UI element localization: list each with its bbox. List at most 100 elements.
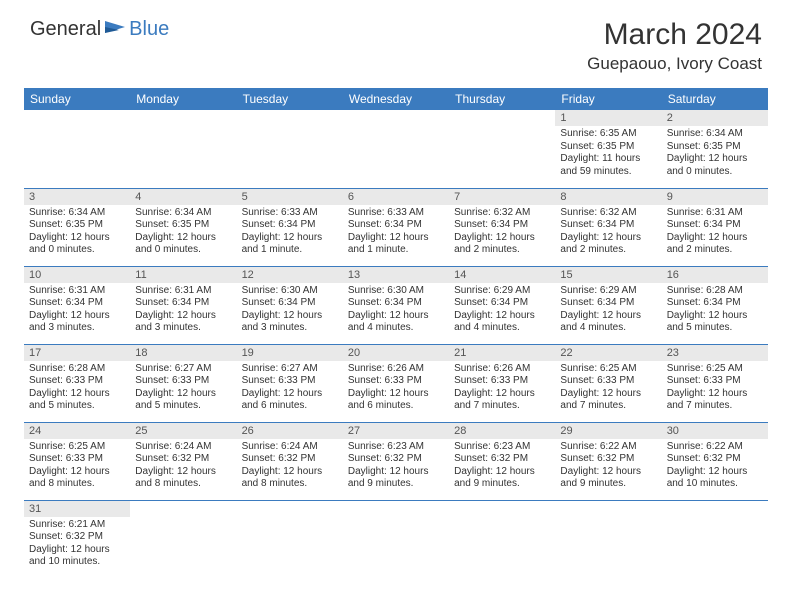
day-number: 28 bbox=[449, 423, 555, 439]
daylight-line-2: and 3 minutes. bbox=[135, 322, 231, 335]
day-number: 3 bbox=[24, 189, 130, 205]
daylight-line-1: Daylight: 12 hours bbox=[454, 232, 550, 245]
daylight-line-2: and 9 minutes. bbox=[560, 478, 656, 491]
sunset-line: Sunset: 6:33 PM bbox=[29, 453, 125, 466]
sunset-line: Sunset: 6:33 PM bbox=[560, 375, 656, 388]
daylight-line-1: Daylight: 12 hours bbox=[242, 232, 338, 245]
sunrise-line: Sunrise: 6:27 AM bbox=[135, 363, 231, 376]
day-details: Sunrise: 6:34 AMSunset: 6:35 PMDaylight:… bbox=[24, 205, 130, 261]
day-number: 11 bbox=[130, 267, 236, 283]
daylight-line-2: and 2 minutes. bbox=[667, 244, 763, 257]
daylight-line-2: and 7 minutes. bbox=[454, 400, 550, 413]
day-number: 27 bbox=[343, 423, 449, 439]
sunset-line: Sunset: 6:34 PM bbox=[242, 219, 338, 232]
calendar-body: 1Sunrise: 6:35 AMSunset: 6:35 PMDaylight… bbox=[24, 110, 768, 578]
daylight-line-1: Daylight: 12 hours bbox=[667, 466, 763, 479]
sunset-line: Sunset: 6:34 PM bbox=[667, 219, 763, 232]
daylight-line-1: Daylight: 12 hours bbox=[135, 310, 231, 323]
calendar-week-row: 1Sunrise: 6:35 AMSunset: 6:35 PMDaylight… bbox=[24, 110, 768, 188]
daylight-line-1: Daylight: 12 hours bbox=[454, 310, 550, 323]
sunrise-line: Sunrise: 6:25 AM bbox=[560, 363, 656, 376]
day-header: Thursday bbox=[449, 88, 555, 110]
daylight-line-1: Daylight: 12 hours bbox=[348, 388, 444, 401]
daylight-line-1: Daylight: 12 hours bbox=[348, 466, 444, 479]
calendar-week-row: 17Sunrise: 6:28 AMSunset: 6:33 PMDayligh… bbox=[24, 344, 768, 422]
sunset-line: Sunset: 6:35 PM bbox=[135, 219, 231, 232]
daylight-line-1: Daylight: 12 hours bbox=[667, 310, 763, 323]
sunset-line: Sunset: 6:34 PM bbox=[348, 219, 444, 232]
day-number: 1 bbox=[555, 110, 661, 126]
daylight-line-1: Daylight: 12 hours bbox=[29, 388, 125, 401]
day-details: Sunrise: 6:30 AMSunset: 6:34 PMDaylight:… bbox=[343, 283, 449, 339]
day-header: Saturday bbox=[662, 88, 768, 110]
day-number: 22 bbox=[555, 345, 661, 361]
empty-day-cell bbox=[343, 500, 449, 578]
page-header: General Blue March 2024 Guepaouo, Ivory … bbox=[0, 0, 792, 82]
daylight-line-1: Daylight: 12 hours bbox=[135, 466, 231, 479]
day-details: Sunrise: 6:34 AMSunset: 6:35 PMDaylight:… bbox=[662, 126, 768, 182]
day-cell: 1Sunrise: 6:35 AMSunset: 6:35 PMDaylight… bbox=[555, 110, 661, 188]
daylight-line-1: Daylight: 12 hours bbox=[454, 388, 550, 401]
day-number: 21 bbox=[449, 345, 555, 361]
day-header: Sunday bbox=[24, 88, 130, 110]
sunset-line: Sunset: 6:35 PM bbox=[667, 141, 763, 154]
day-cell: 25Sunrise: 6:24 AMSunset: 6:32 PMDayligh… bbox=[130, 422, 236, 500]
daylight-line-2: and 5 minutes. bbox=[667, 322, 763, 335]
daylight-line-1: Daylight: 12 hours bbox=[135, 232, 231, 245]
sunrise-line: Sunrise: 6:31 AM bbox=[29, 285, 125, 298]
sunrise-line: Sunrise: 6:32 AM bbox=[454, 207, 550, 220]
day-details: Sunrise: 6:22 AMSunset: 6:32 PMDaylight:… bbox=[662, 439, 768, 495]
empty-day-cell bbox=[555, 500, 661, 578]
daylight-line-2: and 7 minutes. bbox=[667, 400, 763, 413]
day-details: Sunrise: 6:32 AMSunset: 6:34 PMDaylight:… bbox=[449, 205, 555, 261]
sunset-line: Sunset: 6:33 PM bbox=[454, 375, 550, 388]
day-details: Sunrise: 6:21 AMSunset: 6:32 PMDaylight:… bbox=[24, 517, 130, 573]
day-details: Sunrise: 6:29 AMSunset: 6:34 PMDaylight:… bbox=[555, 283, 661, 339]
daylight-line-1: Daylight: 12 hours bbox=[348, 232, 444, 245]
sunrise-line: Sunrise: 6:26 AM bbox=[454, 363, 550, 376]
daylight-line-1: Daylight: 12 hours bbox=[667, 153, 763, 166]
sunset-line: Sunset: 6:33 PM bbox=[29, 375, 125, 388]
brand-logo: General Blue bbox=[30, 18, 169, 41]
day-cell: 27Sunrise: 6:23 AMSunset: 6:32 PMDayligh… bbox=[343, 422, 449, 500]
day-details: Sunrise: 6:25 AMSunset: 6:33 PMDaylight:… bbox=[555, 361, 661, 417]
sunset-line: Sunset: 6:34 PM bbox=[29, 297, 125, 310]
day-cell: 19Sunrise: 6:27 AMSunset: 6:33 PMDayligh… bbox=[237, 344, 343, 422]
day-number: 25 bbox=[130, 423, 236, 439]
daylight-line-2: and 10 minutes. bbox=[29, 556, 125, 569]
daylight-line-1: Daylight: 12 hours bbox=[560, 310, 656, 323]
daylight-line-2: and 5 minutes. bbox=[135, 400, 231, 413]
empty-day-cell bbox=[130, 110, 236, 188]
sunset-line: Sunset: 6:34 PM bbox=[135, 297, 231, 310]
empty-day-cell bbox=[130, 500, 236, 578]
sunset-line: Sunset: 6:33 PM bbox=[135, 375, 231, 388]
daylight-line-1: Daylight: 12 hours bbox=[348, 310, 444, 323]
empty-day-cell bbox=[662, 500, 768, 578]
day-details: Sunrise: 6:25 AMSunset: 6:33 PMDaylight:… bbox=[24, 439, 130, 495]
sunset-line: Sunset: 6:34 PM bbox=[242, 297, 338, 310]
empty-day-cell bbox=[237, 500, 343, 578]
daylight-line-2: and 1 minute. bbox=[348, 244, 444, 257]
sunrise-line: Sunrise: 6:33 AM bbox=[242, 207, 338, 220]
day-details: Sunrise: 6:27 AMSunset: 6:33 PMDaylight:… bbox=[237, 361, 343, 417]
day-number: 26 bbox=[237, 423, 343, 439]
day-number: 4 bbox=[130, 189, 236, 205]
sunset-line: Sunset: 6:32 PM bbox=[667, 453, 763, 466]
day-number: 10 bbox=[24, 267, 130, 283]
sunset-line: Sunset: 6:34 PM bbox=[667, 297, 763, 310]
sunrise-line: Sunrise: 6:26 AM bbox=[348, 363, 444, 376]
empty-day-cell bbox=[449, 110, 555, 188]
day-number: 17 bbox=[24, 345, 130, 361]
day-cell: 15Sunrise: 6:29 AMSunset: 6:34 PMDayligh… bbox=[555, 266, 661, 344]
sunrise-line: Sunrise: 6:25 AM bbox=[667, 363, 763, 376]
day-details: Sunrise: 6:24 AMSunset: 6:32 PMDaylight:… bbox=[130, 439, 236, 495]
day-details: Sunrise: 6:29 AMSunset: 6:34 PMDaylight:… bbox=[449, 283, 555, 339]
sunset-line: Sunset: 6:32 PM bbox=[242, 453, 338, 466]
day-details: Sunrise: 6:27 AMSunset: 6:33 PMDaylight:… bbox=[130, 361, 236, 417]
daylight-line-2: and 59 minutes. bbox=[560, 166, 656, 179]
day-header: Friday bbox=[555, 88, 661, 110]
day-number: 9 bbox=[662, 189, 768, 205]
daylight-line-2: and 1 minute. bbox=[242, 244, 338, 257]
sunrise-line: Sunrise: 6:29 AM bbox=[454, 285, 550, 298]
daylight-line-2: and 0 minutes. bbox=[135, 244, 231, 257]
